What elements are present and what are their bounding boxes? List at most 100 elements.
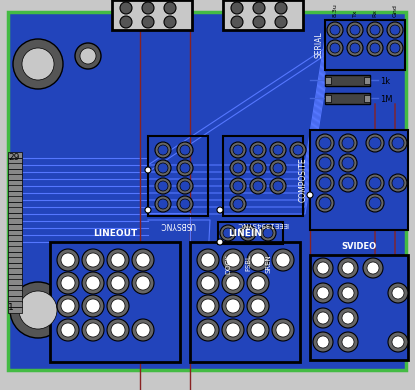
Circle shape	[369, 197, 381, 209]
Text: SVIDEO: SVIDEO	[342, 242, 376, 251]
Circle shape	[342, 262, 354, 274]
Circle shape	[86, 253, 100, 267]
Circle shape	[366, 174, 384, 192]
Text: SERIAL: SERIAL	[314, 32, 323, 58]
Circle shape	[201, 299, 215, 313]
Bar	[325, 77, 331, 84]
Circle shape	[370, 25, 380, 35]
Bar	[310, 130, 408, 230]
Bar	[8, 202, 22, 208]
Circle shape	[253, 163, 263, 173]
Circle shape	[319, 197, 331, 209]
Circle shape	[226, 323, 240, 337]
Circle shape	[392, 177, 404, 189]
Circle shape	[233, 181, 243, 191]
Circle shape	[120, 16, 132, 28]
Circle shape	[61, 299, 75, 313]
Circle shape	[316, 174, 334, 192]
Circle shape	[22, 48, 54, 80]
Bar	[8, 168, 22, 175]
Circle shape	[327, 22, 343, 38]
Circle shape	[111, 323, 125, 337]
Circle shape	[136, 276, 150, 290]
Circle shape	[230, 196, 246, 212]
Circle shape	[222, 295, 244, 317]
Bar	[8, 213, 22, 219]
Circle shape	[253, 145, 263, 155]
Circle shape	[226, 253, 240, 267]
Bar	[8, 185, 22, 191]
Circle shape	[272, 249, 294, 271]
Bar	[8, 241, 22, 246]
Bar	[8, 224, 22, 230]
Text: 29: 29	[8, 154, 20, 163]
Circle shape	[260, 225, 276, 241]
Circle shape	[220, 225, 236, 241]
Circle shape	[142, 16, 154, 28]
Circle shape	[217, 207, 223, 213]
Circle shape	[177, 142, 193, 158]
Circle shape	[197, 295, 219, 317]
Bar	[8, 274, 22, 280]
Circle shape	[313, 283, 333, 303]
Circle shape	[19, 291, 57, 329]
Circle shape	[342, 177, 354, 189]
Circle shape	[275, 2, 287, 14]
Circle shape	[217, 239, 223, 245]
Circle shape	[342, 312, 354, 324]
Circle shape	[293, 145, 303, 155]
Circle shape	[392, 287, 404, 299]
Bar	[8, 158, 22, 163]
Circle shape	[338, 283, 358, 303]
Circle shape	[201, 253, 215, 267]
Bar	[8, 180, 22, 186]
Circle shape	[155, 160, 171, 176]
Circle shape	[75, 43, 101, 69]
Circle shape	[177, 178, 193, 194]
Circle shape	[339, 154, 357, 172]
Text: 8.3u: 8.3u	[332, 3, 337, 17]
Circle shape	[273, 181, 283, 191]
Bar	[8, 174, 22, 180]
Circle shape	[10, 282, 66, 338]
Circle shape	[222, 319, 244, 341]
Circle shape	[339, 174, 357, 192]
Circle shape	[226, 276, 240, 290]
Circle shape	[201, 276, 215, 290]
Circle shape	[330, 25, 340, 35]
Circle shape	[290, 142, 306, 158]
Circle shape	[273, 163, 283, 173]
Circle shape	[107, 249, 129, 271]
Circle shape	[363, 258, 383, 278]
Circle shape	[201, 323, 215, 337]
Bar	[223, 0, 303, 30]
Circle shape	[107, 319, 129, 341]
Circle shape	[313, 332, 333, 352]
Bar	[8, 235, 22, 241]
Circle shape	[86, 323, 100, 337]
Circle shape	[366, 134, 384, 152]
Circle shape	[197, 319, 219, 341]
Circle shape	[319, 137, 331, 149]
Bar	[8, 291, 22, 296]
Bar	[8, 263, 22, 269]
Circle shape	[82, 272, 104, 294]
Circle shape	[111, 253, 125, 267]
Bar	[112, 0, 192, 30]
Circle shape	[164, 2, 176, 14]
Circle shape	[57, 295, 79, 317]
Bar	[148, 136, 208, 216]
Circle shape	[180, 163, 190, 173]
Circle shape	[158, 181, 168, 191]
Circle shape	[136, 253, 150, 267]
Bar	[8, 268, 22, 274]
Circle shape	[158, 199, 168, 209]
Circle shape	[223, 228, 233, 238]
Bar	[325, 20, 405, 70]
Circle shape	[155, 196, 171, 212]
Bar	[8, 191, 22, 197]
Text: Rx: Rx	[373, 9, 378, 17]
Bar	[8, 196, 22, 202]
Circle shape	[313, 258, 333, 278]
Circle shape	[313, 308, 333, 328]
